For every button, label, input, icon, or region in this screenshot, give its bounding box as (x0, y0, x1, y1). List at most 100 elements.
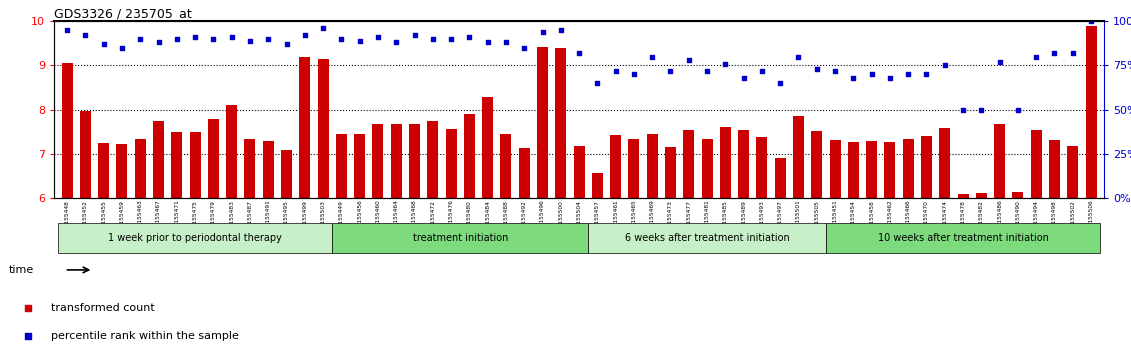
Point (1082, 18, 1100, 24)
Bar (226, 105, 238, 198)
Text: time: time (9, 265, 34, 275)
Bar (116, 144, 128, 198)
Bar (390, 124, 402, 198)
Bar (793, 116, 804, 198)
Bar (739, 130, 749, 198)
Bar (573, 146, 585, 198)
Bar (1048, 140, 1060, 198)
Bar (994, 124, 1005, 198)
Point (277, 41, 295, 47)
Point (1009, 107, 1027, 113)
Bar (903, 139, 914, 198)
Bar (866, 141, 878, 198)
Bar (280, 150, 292, 198)
Bar (884, 142, 896, 198)
Point (1064, 50, 1082, 56)
Point (991, 59, 1009, 65)
Bar (701, 138, 713, 198)
Text: 1 week prior to periodontal therapy: 1 week prior to periodontal therapy (109, 233, 282, 243)
Point (241, 38, 259, 44)
Bar (336, 134, 347, 198)
Bar (826, 223, 1100, 253)
Bar (190, 132, 200, 198)
Point (424, 36, 442, 42)
Point (113, 45, 131, 51)
Bar (1030, 130, 1042, 198)
Point (716, 61, 734, 67)
Point (478, 40, 497, 45)
Bar (719, 127, 731, 198)
Bar (262, 141, 274, 198)
Point (442, 36, 460, 42)
Bar (629, 138, 639, 198)
Point (223, 34, 241, 40)
Point (771, 80, 789, 86)
Point (552, 27, 570, 33)
Bar (537, 47, 549, 198)
Point (131, 36, 149, 42)
Point (369, 34, 387, 40)
Point (19, 333, 37, 339)
Point (753, 68, 771, 74)
Text: treatment initiation: treatment initiation (413, 233, 508, 243)
Point (845, 75, 863, 81)
Point (570, 50, 588, 56)
Bar (1086, 25, 1097, 198)
Bar (610, 136, 621, 198)
Point (606, 68, 624, 74)
Bar (1012, 193, 1024, 198)
Bar (135, 139, 146, 198)
Text: percentile rank within the sample: percentile rank within the sample (51, 331, 239, 341)
Text: GDS3326 / 235705_at: GDS3326 / 235705_at (54, 7, 192, 20)
Point (662, 68, 680, 74)
Bar (244, 139, 256, 198)
Bar (318, 59, 329, 198)
Bar (98, 143, 110, 198)
Bar (775, 159, 786, 198)
Point (95, 41, 113, 47)
Point (644, 54, 662, 59)
Point (789, 54, 808, 59)
Bar (588, 223, 826, 253)
Point (259, 36, 277, 42)
Point (588, 80, 606, 86)
Point (387, 40, 405, 45)
Bar (976, 193, 987, 198)
Bar (921, 136, 932, 198)
Point (76, 33, 94, 38)
Point (167, 36, 185, 42)
Bar (958, 194, 968, 198)
Point (19, 305, 37, 311)
Point (515, 45, 533, 51)
Bar (592, 173, 603, 198)
Point (625, 72, 644, 77)
Bar (519, 148, 529, 198)
Point (881, 75, 899, 81)
Bar (464, 114, 475, 198)
Bar (300, 57, 310, 198)
Bar (428, 121, 439, 198)
Bar (829, 140, 840, 198)
Bar (757, 137, 768, 198)
Point (185, 34, 204, 40)
Text: transformed count: transformed count (51, 303, 155, 313)
Bar (80, 110, 90, 198)
Bar (482, 97, 493, 198)
Bar (153, 121, 164, 198)
Point (534, 29, 552, 35)
Bar (939, 128, 950, 198)
Point (314, 25, 333, 31)
Bar (811, 131, 822, 198)
Bar (848, 142, 858, 198)
Point (808, 66, 826, 72)
Bar (683, 130, 694, 198)
Point (1045, 50, 1063, 56)
Bar (372, 124, 383, 198)
Point (295, 33, 313, 38)
Point (149, 40, 167, 45)
Text: 6 weeks after treatment initiation: 6 weeks after treatment initiation (624, 233, 789, 243)
Point (497, 40, 515, 45)
Point (863, 72, 881, 77)
Point (973, 107, 991, 113)
Bar (409, 124, 420, 198)
